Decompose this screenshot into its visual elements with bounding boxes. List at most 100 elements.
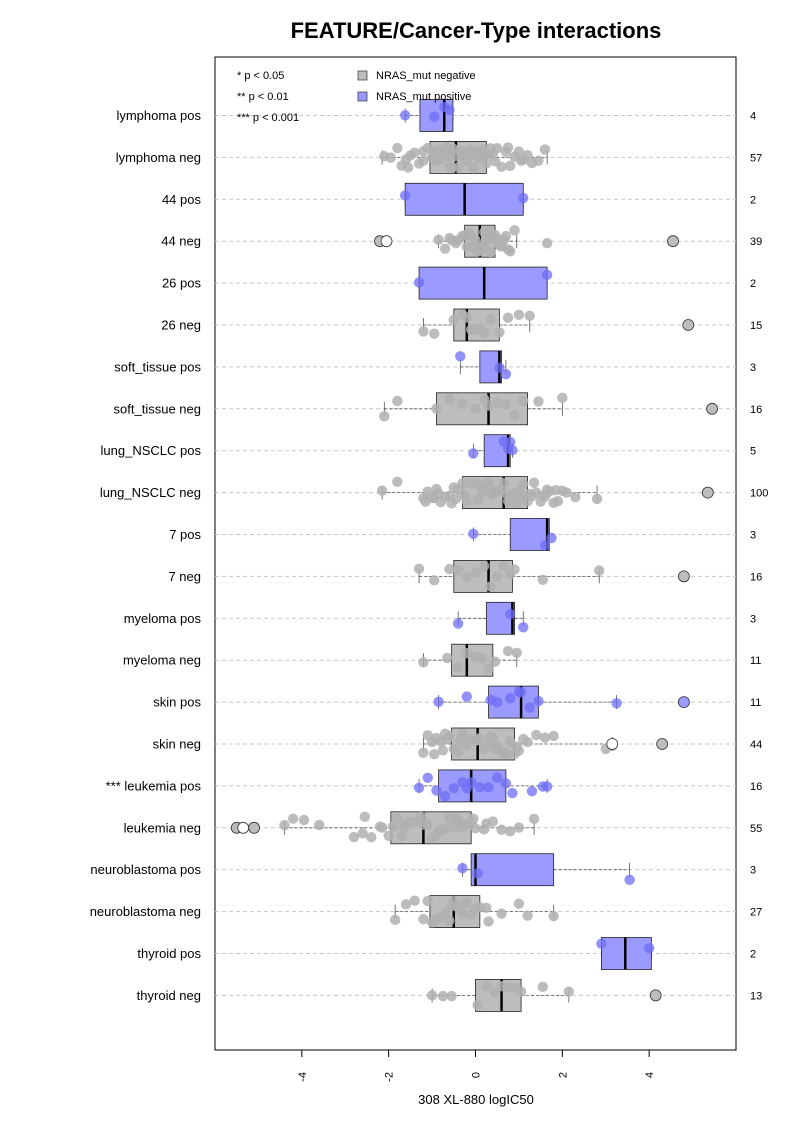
- data-point: [498, 560, 509, 572]
- data-point: [439, 790, 451, 802]
- data-point: [359, 811, 370, 823]
- data-point: [492, 772, 503, 783]
- data-point: [446, 900, 457, 912]
- data-point: [539, 732, 551, 743]
- data-point: [594, 565, 605, 576]
- category-label: *** leukemia pos: [106, 778, 202, 793]
- data-point: [541, 484, 553, 495]
- data-point: [459, 490, 470, 501]
- data-point: [416, 811, 427, 823]
- data-point: [431, 403, 442, 414]
- data-point: [500, 368, 512, 380]
- data-point: [596, 938, 607, 949]
- data-point: [444, 151, 455, 162]
- outlier-point: [678, 570, 690, 583]
- count-label: 39: [750, 236, 762, 248]
- data-point: [429, 111, 440, 123]
- data-point: [485, 581, 496, 592]
- x-axis: -4 -2 0 2 4: [297, 1049, 656, 1082]
- data-point: [444, 104, 455, 116]
- legend: * p < 0.05 ** p < 0.01 *** p < 0.001 NRAS_m…: [237, 70, 476, 124]
- legend-swatch: [357, 70, 368, 81]
- data-point: [546, 532, 557, 544]
- data-point: [468, 528, 479, 539]
- data-point: [468, 448, 479, 459]
- data-point: [492, 397, 503, 409]
- data-point: [557, 392, 568, 404]
- data-point: [392, 813, 403, 824]
- count-label: 16: [750, 571, 762, 583]
- data-point: [505, 826, 516, 837]
- data-point: [459, 898, 470, 909]
- data-point: [444, 563, 455, 575]
- data-point: [591, 493, 603, 505]
- data-point: [624, 874, 635, 886]
- data-point: [518, 479, 529, 490]
- data-point: [507, 787, 518, 799]
- data-point: [444, 393, 455, 405]
- data-point: [643, 942, 655, 954]
- data-point: [500, 778, 512, 789]
- count-label: 16: [750, 404, 762, 416]
- data-point: [489, 486, 501, 497]
- significance-legend-item: ** p < 0.01: [237, 91, 289, 103]
- category-label: lymphoma neg: [116, 150, 201, 165]
- count-labels: 4 57 2 39 2 15 3 16 5 100 3 16 3 11 11 44 16 55 3 27 2 13: [750, 111, 768, 1003]
- data-point: [468, 162, 479, 174]
- data-point: [552, 495, 564, 507]
- data-point: [379, 411, 390, 422]
- data-point: [461, 571, 473, 583]
- category-label: lung_NSCLC neg: [100, 485, 201, 500]
- data-point: [511, 647, 522, 658]
- tick-label: -4: [297, 1072, 309, 1082]
- data-point: [505, 693, 516, 704]
- data-point: [513, 822, 525, 833]
- data-point: [429, 328, 440, 339]
- data-point: [476, 487, 488, 498]
- count-label: 27: [750, 907, 762, 919]
- data-point: [470, 403, 481, 414]
- data-point: [287, 813, 299, 824]
- data-point: [468, 813, 479, 824]
- category-label: skin neg: [153, 737, 201, 752]
- data-point: [418, 326, 429, 337]
- data-point: [429, 492, 440, 504]
- data-point: [541, 781, 553, 792]
- data-point: [450, 493, 462, 505]
- data-point: [452, 746, 464, 757]
- data-point: [509, 564, 520, 575]
- data-point: [483, 916, 494, 927]
- data-point: [489, 656, 501, 667]
- data-point: [511, 741, 522, 752]
- data-point: [472, 868, 483, 879]
- data-point: [502, 312, 514, 323]
- data-point: [524, 488, 535, 500]
- data-point: [476, 653, 488, 664]
- category-label: lymphoma pos: [116, 108, 201, 123]
- data-point: [418, 747, 429, 759]
- data-point: [485, 731, 496, 742]
- significance-legend-item: * p < 0.05: [237, 70, 284, 82]
- data-point: [507, 445, 518, 456]
- category-label: leukemia neg: [124, 820, 201, 835]
- data-point: [528, 477, 540, 488]
- data-point: [437, 745, 449, 756]
- data-point: [403, 162, 414, 173]
- count-label: 57: [750, 152, 762, 164]
- count-label: 4: [750, 111, 756, 123]
- count-label: 3: [750, 362, 756, 374]
- data-point: [433, 696, 444, 707]
- data-point: [509, 409, 520, 421]
- data-point: [442, 652, 453, 664]
- data-point: [433, 825, 444, 836]
- data-point: [446, 990, 457, 1002]
- count-label: 3: [750, 530, 756, 542]
- data-point: [489, 743, 501, 754]
- data-point: [537, 574, 548, 586]
- data-point: [481, 818, 492, 829]
- data-point: [500, 399, 512, 410]
- outlier-point: [667, 235, 679, 248]
- data-point: [396, 831, 407, 842]
- data-point: [518, 733, 529, 745]
- count-label: 44: [750, 739, 762, 751]
